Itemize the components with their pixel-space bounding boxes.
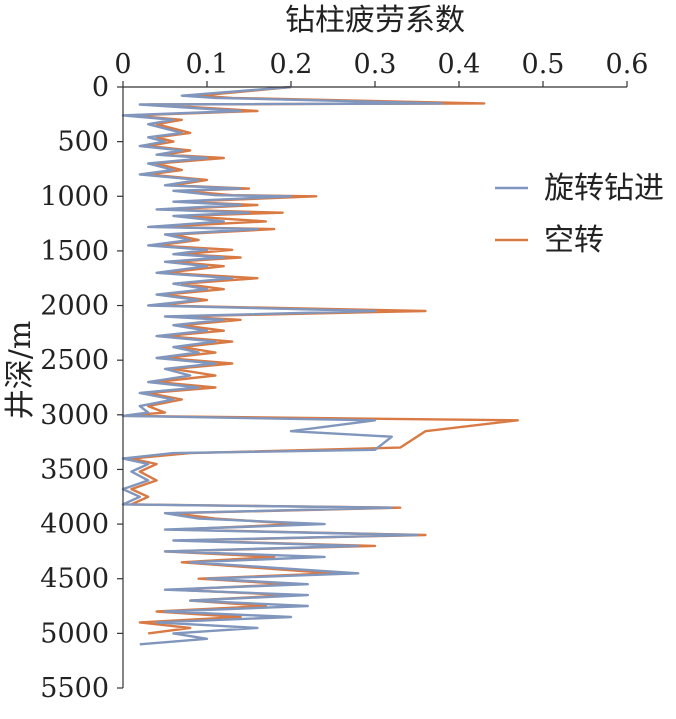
x-axis-title: 钻柱疲劳系数 (285, 3, 465, 38)
x-axis-ticks: 0 0.1 0.2 0.3 0.4 0.5 0.6 (114, 49, 648, 87)
y-axis-title: 井深/m (3, 321, 38, 420)
y-tick-label: 3500 (40, 454, 109, 485)
y-tick-label: 2000 (40, 291, 109, 322)
y-tick-label: 2500 (40, 345, 109, 376)
series-layer (121, 85, 519, 646)
x-tick-label: 0.1 (186, 49, 229, 80)
y-tick-label: 500 (57, 127, 109, 158)
x-tick-label: 0 (114, 49, 131, 80)
y-tick-label: 3000 (40, 400, 109, 431)
x-tick-label: 0.5 (522, 49, 565, 80)
y-tick-label: 1000 (40, 181, 109, 212)
x-tick-label: 0.6 (606, 49, 649, 80)
y-tick-label: 5500 (40, 673, 109, 704)
legend-label: 空转 (544, 223, 604, 258)
legend-label: 旋转钻进 (544, 171, 664, 206)
y-tick-label: 4000 (40, 509, 109, 540)
y-tick-label: 4500 (40, 564, 109, 595)
y-tick-label: 5000 (40, 618, 109, 649)
series-line-旋转钻进 (121, 85, 444, 646)
x-tick-label: 0.3 (354, 49, 397, 80)
y-tick-label: 1500 (40, 236, 109, 267)
y-axis-ticks: 0 500 1000 1500 2000 2500 3000 3500 4000 4500 5000… (40, 72, 123, 704)
x-tick-label: 0.2 (270, 49, 313, 80)
x-tick-label: 0.4 (438, 49, 481, 80)
y-tick-label: 0 (92, 72, 109, 103)
